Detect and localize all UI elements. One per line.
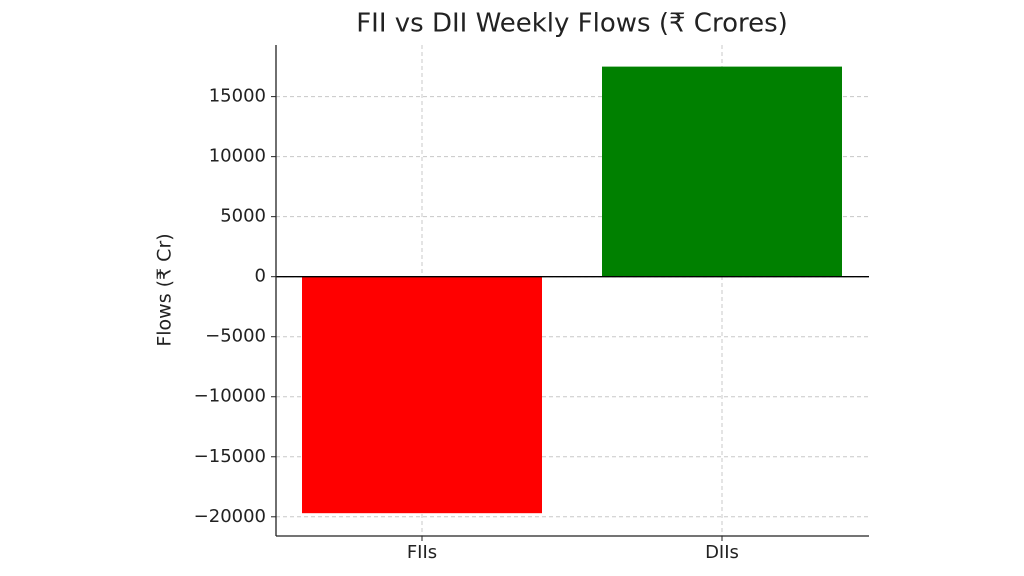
x-tick-label: DIIs	[705, 542, 739, 563]
y-tick-label: 5000	[220, 206, 266, 227]
chart-title: FII vs DII Weekly Flows (₹ Crores)	[356, 9, 788, 39]
y-tick-label: 15000	[209, 86, 266, 107]
y-tick-label: 0	[255, 266, 266, 287]
y-tick-label: −15000	[194, 446, 266, 467]
y-tick-label: 10000	[209, 146, 266, 167]
y-tick-label: −20000	[194, 506, 266, 527]
bar	[602, 66, 842, 277]
x-tick-label: FIIs	[407, 542, 437, 563]
y-tick-label: −5000	[205, 326, 266, 347]
bar	[302, 276, 542, 514]
y-axis-label: Flows (₹ Cr)	[154, 233, 176, 346]
y-tick-label: −10000	[194, 386, 266, 407]
